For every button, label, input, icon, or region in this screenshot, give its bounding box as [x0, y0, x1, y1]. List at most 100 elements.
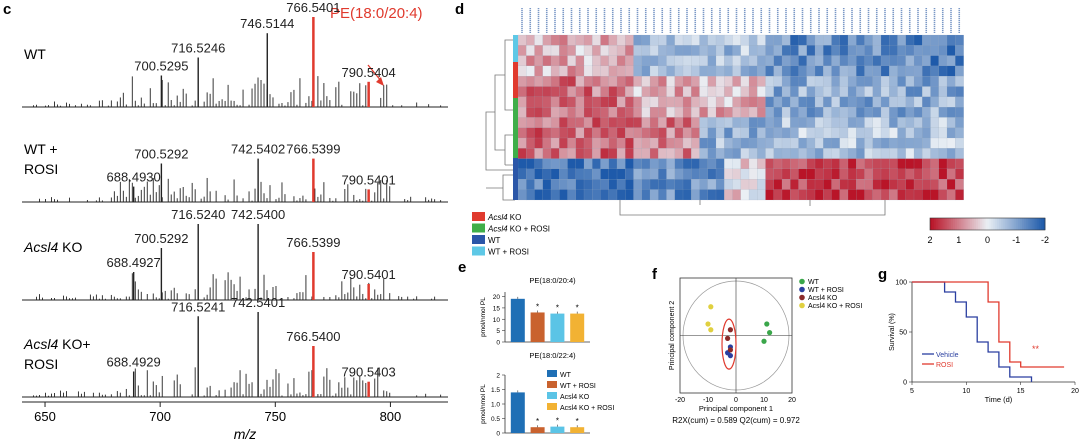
heatmap-cell: [930, 55, 940, 67]
heatmap-cell: [889, 96, 898, 108]
colorbar-tick: 0: [985, 235, 990, 245]
heatmap-cell: [806, 86, 816, 98]
heatmap-cell: [748, 107, 758, 118]
heatmap-cell: [649, 107, 659, 118]
colorbar-step: [1043, 218, 1046, 230]
peak-label: 766.5401: [286, 0, 340, 15]
heatmap-cell: [930, 76, 940, 87]
heatmap-cell: [550, 127, 560, 139]
heatmap-cell: [666, 55, 676, 67]
heatmap-cell: [691, 117, 700, 128]
heatmap-cell: [517, 179, 527, 190]
heatmap-cell: [641, 158, 651, 170]
heatmap-cell: [913, 127, 923, 139]
heatmap-cell: [839, 158, 849, 170]
colorbar-step: [1006, 218, 1009, 230]
peak-label: 700.5292: [134, 231, 188, 246]
heatmap-cell: [897, 168, 907, 180]
heatmap-cell: [658, 86, 667, 98]
heatmap-cell: [839, 55, 849, 67]
heatmap-cell: [592, 137, 601, 149]
colorbar-step: [977, 218, 981, 230]
heatmap-cell: [641, 148, 651, 159]
heatmap-cell: [938, 96, 948, 108]
heatmap-cell: [575, 168, 585, 180]
heatmap-cell: [748, 55, 758, 67]
colorbar-step: [970, 218, 973, 230]
heatmap-cell: [897, 117, 907, 128]
heatmap-cell: [666, 179, 676, 190]
heatmap-cell: [732, 179, 742, 190]
heatmap-cell: [748, 189, 758, 201]
heatmap-cell: [773, 158, 783, 170]
heatmap-cell: [691, 45, 700, 56]
heatmap-cell: [773, 86, 783, 98]
heatmap-cell: [864, 65, 874, 77]
heatmap-cell: [880, 137, 890, 149]
heatmap-cell: [930, 34, 940, 46]
heatmap-cell: [625, 55, 634, 67]
heatmap-cell: [583, 107, 593, 118]
heatmap-cell: [575, 158, 585, 170]
colorbar-step: [989, 218, 992, 230]
y-tick-label: 0: [496, 340, 500, 347]
heatmap-cell: [798, 148, 808, 159]
colorbar-step: [1018, 218, 1021, 230]
panel-d-letter: d: [455, 1, 464, 18]
group-bar-segment: [513, 62, 518, 98]
heatmap-cell: [856, 158, 865, 170]
heatmap-cell: [567, 55, 577, 67]
heatmap-column-labels: [521, 8, 961, 33]
heatmap-cell: [798, 158, 808, 170]
heatmap-cell: [616, 158, 626, 170]
heatmap-cell: [616, 86, 626, 98]
peak-label: 716.5246: [171, 41, 225, 56]
heatmap-cell: [732, 189, 742, 201]
heatmap-cell: [633, 34, 643, 46]
heatmap-cell: [633, 158, 643, 170]
heatmap-cell: [790, 127, 799, 139]
peak-label: 790.5401: [342, 267, 396, 282]
colorbar-step: [985, 218, 988, 230]
bar: [510, 298, 525, 342]
heatmap-cell: [583, 65, 593, 77]
heatmap-cell: [897, 76, 907, 87]
heatmap-cell: [542, 117, 552, 128]
heatmap-cell: [831, 148, 841, 159]
heatmap-cell: [930, 137, 940, 149]
heatmap-cell: [633, 86, 643, 98]
heatmap-cell: [633, 127, 643, 139]
heatmap-cell: [567, 76, 577, 87]
heatmap-cell: [658, 127, 667, 139]
colorbar-step: [1004, 218, 1008, 230]
heatmap-cell: [699, 65, 709, 77]
data-point: [708, 304, 714, 310]
heatmap-cell: [550, 34, 560, 46]
heatmap-cell: [567, 117, 577, 128]
heatmap-cell: [616, 137, 626, 149]
heatmap-cell: [526, 55, 535, 67]
heatmap-cell: [699, 76, 709, 87]
heatmap-cell: [814, 127, 824, 139]
heatmap-cell: [823, 127, 832, 139]
heatmap-cell: [806, 107, 816, 118]
colorbar-step: [939, 218, 942, 230]
peak-label: 688.4930: [107, 170, 161, 185]
heatmap-cell: [773, 34, 783, 46]
heatmap-cell: [682, 148, 692, 159]
colorbar-tick: -1: [1012, 235, 1020, 245]
colorbar-step: [1020, 218, 1023, 230]
heatmap-cell: [864, 45, 874, 56]
x-tick-label: 750: [264, 409, 286, 424]
heatmap-cell: [748, 45, 758, 56]
heatmap-cell: [913, 168, 923, 180]
colorbar-step: [1037, 218, 1040, 230]
heatmap-cell: [534, 179, 544, 190]
significance-mark: **: [1032, 344, 1040, 354]
heatmap-cell: [905, 76, 915, 87]
heatmap-cell: [938, 127, 948, 139]
heatmap-cell: [872, 96, 882, 108]
heatmap-cell: [913, 189, 923, 201]
heatmap-cell: [814, 179, 824, 190]
